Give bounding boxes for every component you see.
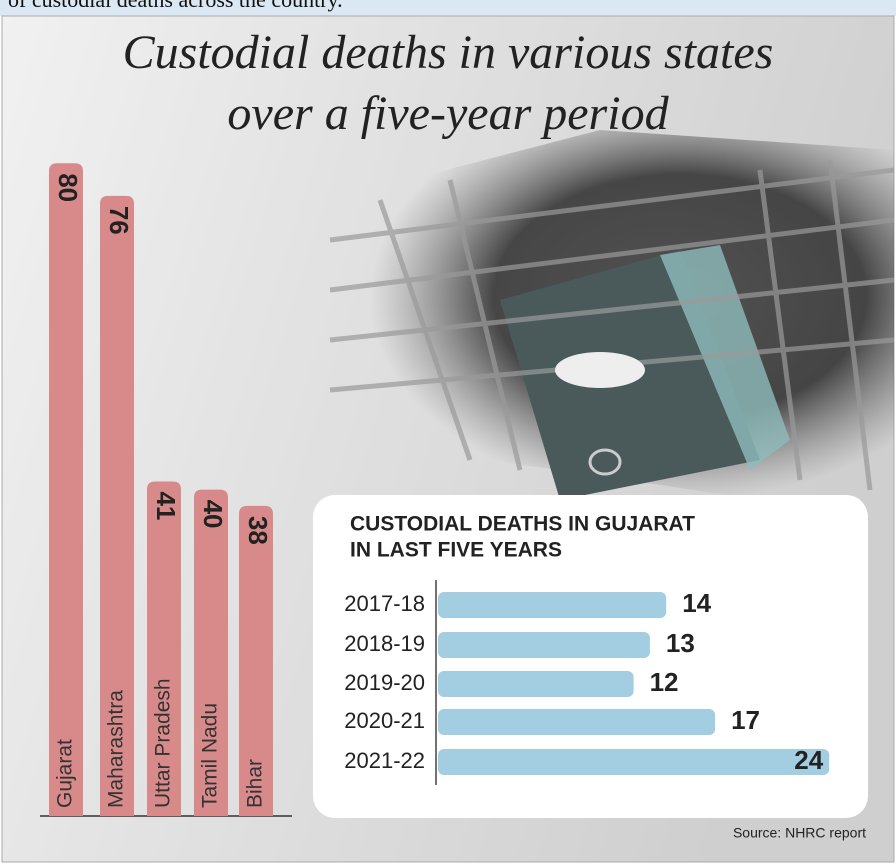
value-label: 80 (53, 173, 83, 202)
x-tick-label: Tamil Nadu (199, 703, 222, 808)
value-label: 40 (198, 500, 228, 529)
bar (438, 632, 650, 658)
value-label: 76 (104, 206, 134, 235)
value-label: 41 (151, 491, 181, 520)
value-label: 13 (666, 628, 695, 658)
caption: of custodial deaths across the country. (8, 0, 343, 12)
chart-title: Custodial deaths in various states (123, 26, 774, 79)
value-label: 38 (243, 516, 273, 545)
bar (438, 592, 666, 618)
cell-illustration (330, 130, 894, 500)
value-label: 17 (731, 705, 760, 735)
page: of custodial deaths across the country. … (0, 0, 896, 864)
inset-title: IN LAST FIVE YEARS (350, 539, 562, 562)
y-tick-label: 2019-20 (344, 670, 425, 695)
bar (438, 709, 715, 735)
x-tick-label: Bihar (244, 759, 267, 808)
chart-title: over a five-year period (227, 87, 669, 140)
value-label: 12 (650, 667, 679, 697)
x-tick-label: Gujarat (54, 739, 77, 808)
x-tick-label: Uttar Pradesh (152, 678, 175, 808)
y-tick-label: 2017-18 (344, 591, 425, 616)
value-label: 14 (682, 588, 711, 618)
bar (49, 163, 83, 816)
bar (438, 671, 634, 697)
x-tick-label: Maharashtra (105, 690, 128, 808)
source: Source: NHRC report (733, 825, 866, 841)
y-tick-label: 2021-22 (344, 748, 425, 773)
value-label: 24 (794, 745, 823, 775)
y-tick-label: 2020-21 (344, 708, 425, 733)
bar (438, 749, 829, 775)
y-tick-label: 2018-19 (344, 631, 425, 656)
inset-title: CUSTODIAL DEATHS IN GUJARAT (350, 513, 695, 536)
infographic: of custodial deaths across the country. … (0, 0, 896, 864)
